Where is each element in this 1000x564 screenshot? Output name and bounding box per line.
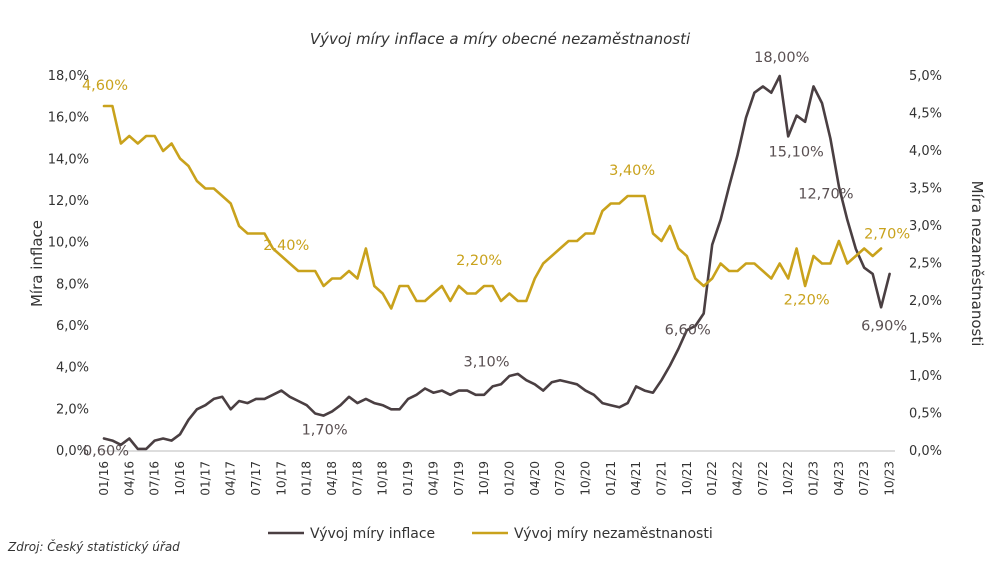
- y-right-tick-label: 1,0%: [909, 369, 942, 384]
- y-left-tick-label: 4,0%: [56, 361, 89, 376]
- x-tick-label: 01/16: [97, 461, 111, 496]
- y-right-tick-label: 1,5%: [909, 332, 942, 347]
- x-tick-label: 10/18: [376, 461, 390, 496]
- x-tick-label: 04/23: [832, 461, 846, 496]
- inflation-data-label: 6,60%: [665, 323, 711, 339]
- y-left-tick-label: 6,0%: [56, 319, 89, 334]
- unemployment-line: [102, 104, 883, 310]
- unemployment-data-label: 2,20%: [456, 253, 502, 269]
- x-tick-label: 10/17: [274, 461, 288, 496]
- inflation-data-label: 12,70%: [798, 186, 853, 202]
- x-tick-label: 07/23: [857, 461, 871, 496]
- x-tick-label: 07/17: [249, 461, 263, 496]
- legend-label-inflation: Vývoj míry inflace: [310, 526, 435, 542]
- y-right-tick-label: 0,0%: [909, 444, 942, 459]
- y-right-tick-label: 2,0%: [909, 294, 942, 309]
- x-tick-label: 04/16: [122, 461, 136, 496]
- unemployment-data-label: 2,40%: [263, 238, 309, 254]
- inflation-data-label: 18,00%: [754, 50, 809, 66]
- inflation-line: [102, 74, 891, 451]
- x-tick-label: 01/19: [401, 461, 415, 496]
- x-tick-label: 04/17: [224, 461, 238, 496]
- x-tick-label: 07/22: [756, 461, 770, 496]
- x-tick-label: 10/20: [578, 461, 592, 496]
- x-tick-label: 07/21: [654, 461, 668, 496]
- y-right-axis-label: Míra nezaměstnanosti: [968, 181, 986, 347]
- x-tick-label: 01/23: [807, 461, 821, 496]
- y-left-tick-label: 0,0%: [56, 444, 89, 459]
- x-tick-label: 10/23: [883, 461, 897, 496]
- y-right-tick-label: 4,0%: [909, 144, 942, 159]
- y-right-tick-label: 3,0%: [909, 219, 942, 234]
- unemployment-data-label: 2,70%: [864, 227, 910, 243]
- inflation-data-label: 3,10%: [464, 354, 510, 370]
- inflation-data-label: 0,60%: [83, 444, 129, 460]
- x-tick-label: 10/19: [477, 461, 491, 496]
- x-tick-label: 07/18: [350, 461, 364, 496]
- x-tick-label: 04/21: [629, 461, 643, 496]
- x-tick-label: 01/22: [705, 461, 719, 496]
- x-tick-label: 01/17: [198, 461, 212, 496]
- y-right-tick-label: 3,5%: [909, 182, 942, 197]
- y-left-tick-label: 8,0%: [56, 277, 89, 292]
- x-tick-label: 01/21: [604, 461, 618, 496]
- chart-title: Vývoj míry inflace a míry obecné nezaměs…: [309, 30, 691, 48]
- x-tick-label: 07/20: [553, 461, 567, 496]
- y-left-tick-label: 2,0%: [56, 402, 89, 417]
- source-note: Zdroj: Český statistický úřad: [8, 540, 180, 554]
- y-left-tick-label: 16,0%: [48, 111, 89, 126]
- y-left-tick-label: 12,0%: [48, 194, 89, 209]
- legend-label-unemployment: Vývoj míry nezaměstnanosti: [514, 526, 713, 542]
- x-tick-label: 04/18: [325, 461, 339, 496]
- unemployment-data-label: 4,60%: [82, 78, 128, 94]
- y-left-tick-label: 18,0%: [48, 69, 89, 84]
- y-right-tick-label: 0,5%: [909, 407, 942, 422]
- x-tick-label: 01/18: [300, 461, 314, 496]
- unemployment-data-label: 2,20%: [784, 293, 830, 309]
- y-right-tick-label: 2,5%: [909, 257, 942, 272]
- y-left-tick-label: 10,0%: [48, 236, 89, 251]
- x-tick-label: 04/19: [426, 461, 440, 496]
- inflation-data-label: 6,90%: [861, 318, 907, 334]
- y-left-axis-label: Míra inflace: [28, 220, 46, 307]
- x-tick-label: 04/20: [528, 461, 542, 496]
- x-tick-label: 10/22: [781, 461, 795, 496]
- x-tick-label: 01/20: [502, 461, 516, 496]
- inflation-data-label: 15,10%: [769, 144, 824, 160]
- y-right-tick-label: 4,5%: [909, 107, 942, 122]
- unemployment-data-label: 3,40%: [609, 163, 655, 179]
- x-tick-label: 10/21: [680, 461, 694, 496]
- x-tick-label: 07/16: [148, 461, 162, 496]
- x-tick-label: 10/16: [173, 461, 187, 496]
- x-tick-label: 04/22: [731, 461, 745, 496]
- x-tick-label: 07/19: [452, 461, 466, 496]
- y-right-tick-label: 5,0%: [909, 69, 942, 84]
- inflation-data-label: 1,70%: [302, 423, 348, 439]
- y-left-tick-label: 14,0%: [48, 152, 89, 167]
